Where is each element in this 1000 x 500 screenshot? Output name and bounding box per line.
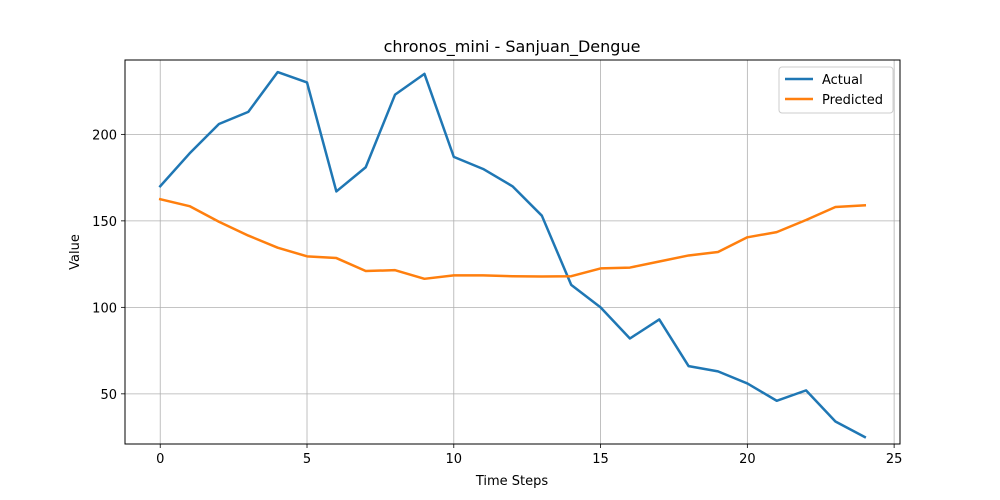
- y-tick-label: 150: [92, 215, 117, 230]
- x-tick-label: 20: [739, 452, 756, 467]
- chart-title: chronos_mini - Sanjuan_Dengue: [384, 37, 641, 57]
- series-lines: [158, 70, 867, 439]
- y-axis-title: Value: [68, 234, 83, 270]
- y-tick-label: 50: [100, 388, 117, 403]
- x-tick-label: 10: [446, 452, 463, 467]
- x-axis-title: Time Steps: [475, 474, 549, 489]
- x-tick-label: 0: [156, 452, 164, 467]
- x-tick-label: 25: [886, 452, 903, 467]
- x-tick-label: 15: [592, 452, 609, 467]
- legend-label-actual: Actual: [822, 73, 863, 88]
- series-line-actual: [158, 70, 867, 439]
- legend-label-predicted: Predicted: [822, 93, 883, 108]
- y-tick-label: 100: [92, 301, 117, 316]
- legend: Actual Predicted: [778, 66, 894, 114]
- axis-ticks: 0 5 10 15 20 25 50 100 150 200: [92, 128, 902, 467]
- x-tick-label: 5: [303, 452, 311, 467]
- plot-area-frame: [124, 59, 901, 445]
- grid: [125, 60, 900, 444]
- series-line-predicted: [158, 197, 867, 281]
- y-tick-label: 200: [92, 128, 117, 143]
